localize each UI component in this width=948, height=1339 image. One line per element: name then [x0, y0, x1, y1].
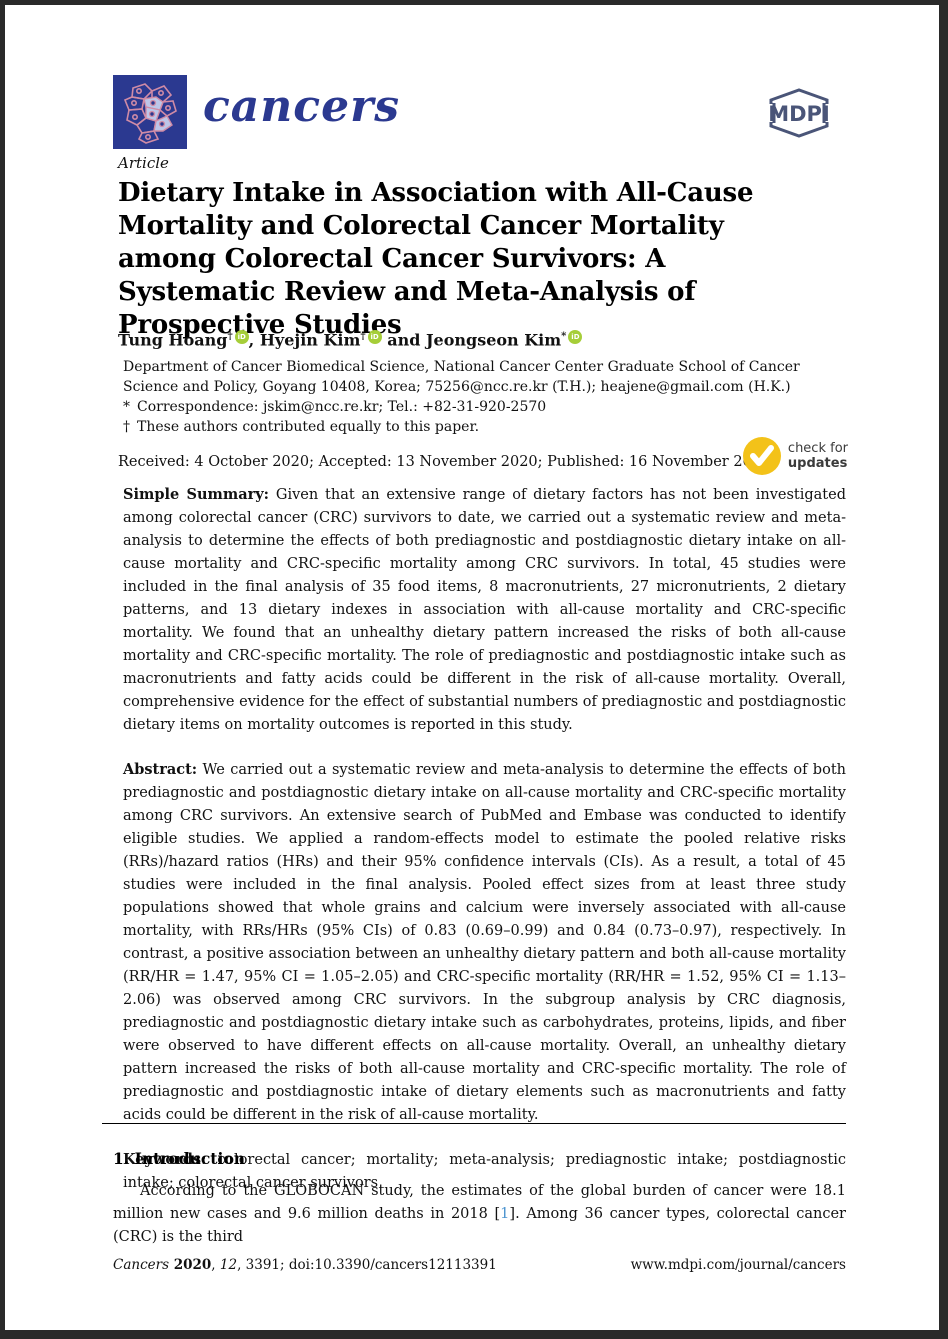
- mdpi-logo-text: MDPI: [768, 102, 830, 126]
- author-name-3: Jeongseon Kim: [425, 330, 562, 350]
- abstract: Abstract: We carried out a systematic re…: [123, 758, 846, 1127]
- keywords: Keywords: colorectal cancer; mortality; …: [123, 1148, 846, 1195]
- author-name-2: Hyejin Kim: [259, 330, 361, 350]
- header: cancers MDPI: [113, 75, 851, 149]
- article-title: Dietary Intake in Association with All-C…: [118, 178, 754, 340]
- footer-journal-name: Cancers: [113, 1257, 170, 1273]
- author-name-1: Tung Hoang: [118, 330, 228, 350]
- equal-contribution-text: These authors contributed equally to thi…: [137, 419, 480, 435]
- affiliation-line: Department of Cancer Biomedical Science,…: [123, 357, 839, 397]
- introduction-heading: 1. Introduction: [113, 1149, 245, 1168]
- footer-journal-url[interactable]: www.mdpi.com/journal/cancers: [630, 1257, 846, 1273]
- correspondence-line: * Correspondence: jskim@ncc.re.kr; Tel.:…: [123, 397, 839, 417]
- abstract-text: We carried out a systematic review and m…: [123, 762, 846, 1123]
- author-line: Tung Hoang† iD, Hyejin Kim† iD and Jeongse…: [118, 330, 583, 350]
- introduction-paragraph: According to the GLOBOCAN study, the est…: [113, 1180, 846, 1249]
- simple-summary-label: Simple Summary:: [123, 486, 270, 503]
- affiliation-text: Department of Cancer Biomedical Science,…: [123, 359, 800, 395]
- paper-page: cancers MDPI Article Dietary Intake in A…: [5, 5, 939, 1330]
- simple-summary-text: Given that an extensive range of dietary…: [123, 487, 846, 733]
- author-marker-1: †: [227, 331, 233, 342]
- footer-year: 2020: [169, 1257, 212, 1273]
- section-divider: [102, 1123, 846, 1124]
- footer-doi[interactable]: , 3391; doi:10.3390/cancers12113391: [237, 1257, 497, 1273]
- author-separator-2: and: [381, 330, 426, 350]
- simple-summary: Simple Summary: Given that an extensive …: [123, 483, 846, 737]
- badge-line-2: updates: [787, 456, 848, 471]
- citation-info: Cancers 2020, 12, 3391; doi:10.3390/canc…: [113, 1257, 497, 1273]
- keywords-label: Keywords:: [123, 1151, 207, 1168]
- journal-wordmark: cancers: [203, 81, 401, 132]
- introduction-text-after-ref: ]. Among 36 cancer types, colorectal can…: [113, 1206, 846, 1245]
- check-for-updates-badge[interactable]: check for updates: [742, 436, 848, 476]
- footer-separator: ,: [211, 1257, 220, 1273]
- orcid-icon[interactable]: iD: [234, 330, 249, 344]
- publication-dates: Received: 4 October 2020; Accepted: 13 N…: [118, 454, 771, 470]
- page-footer: Cancers 2020, 12, 3391; doi:10.3390/canc…: [113, 1257, 846, 1273]
- article-type-label: Article: [118, 154, 169, 172]
- affiliation-block: Department of Cancer Biomedical Science,…: [123, 357, 839, 437]
- author-marker-2: †: [360, 331, 366, 342]
- citation-link-1[interactable]: 1: [500, 1206, 510, 1222]
- badge-line-1: check for: [787, 441, 848, 456]
- author-separator-1: ,: [248, 330, 260, 350]
- author-marker-3: *: [561, 331, 567, 342]
- orcid-icon[interactable]: iD: [367, 330, 382, 344]
- orcid-icon[interactable]: iD: [568, 330, 583, 344]
- check-icon: [742, 437, 781, 475]
- correspondence-text: Correspondence: jskim@ncc.re.kr; Tel.: +…: [137, 399, 547, 415]
- equal-contribution-line: † These authors contributed equally to t…: [123, 417, 839, 437]
- cancers-journal-logo: cancers: [113, 75, 400, 149]
- mdpi-logo-icon: MDPI: [768, 88, 830, 138]
- correspondence-marker: *: [123, 399, 130, 415]
- abstract-block: Simple Summary: Given that an extensive …: [123, 483, 846, 1216]
- equal-contribution-marker: †: [123, 419, 130, 435]
- badge-text: check for updates: [788, 441, 848, 471]
- introduction-text-before-ref: According to the GLOBOCAN study, the est…: [113, 1183, 846, 1222]
- abstract-label: Abstract:: [123, 761, 198, 778]
- cancers-cells-icon: [113, 75, 187, 149]
- footer-volume: 12: [219, 1257, 238, 1273]
- keywords-text: colorectal cancer; mortality; meta-analy…: [123, 1152, 846, 1191]
